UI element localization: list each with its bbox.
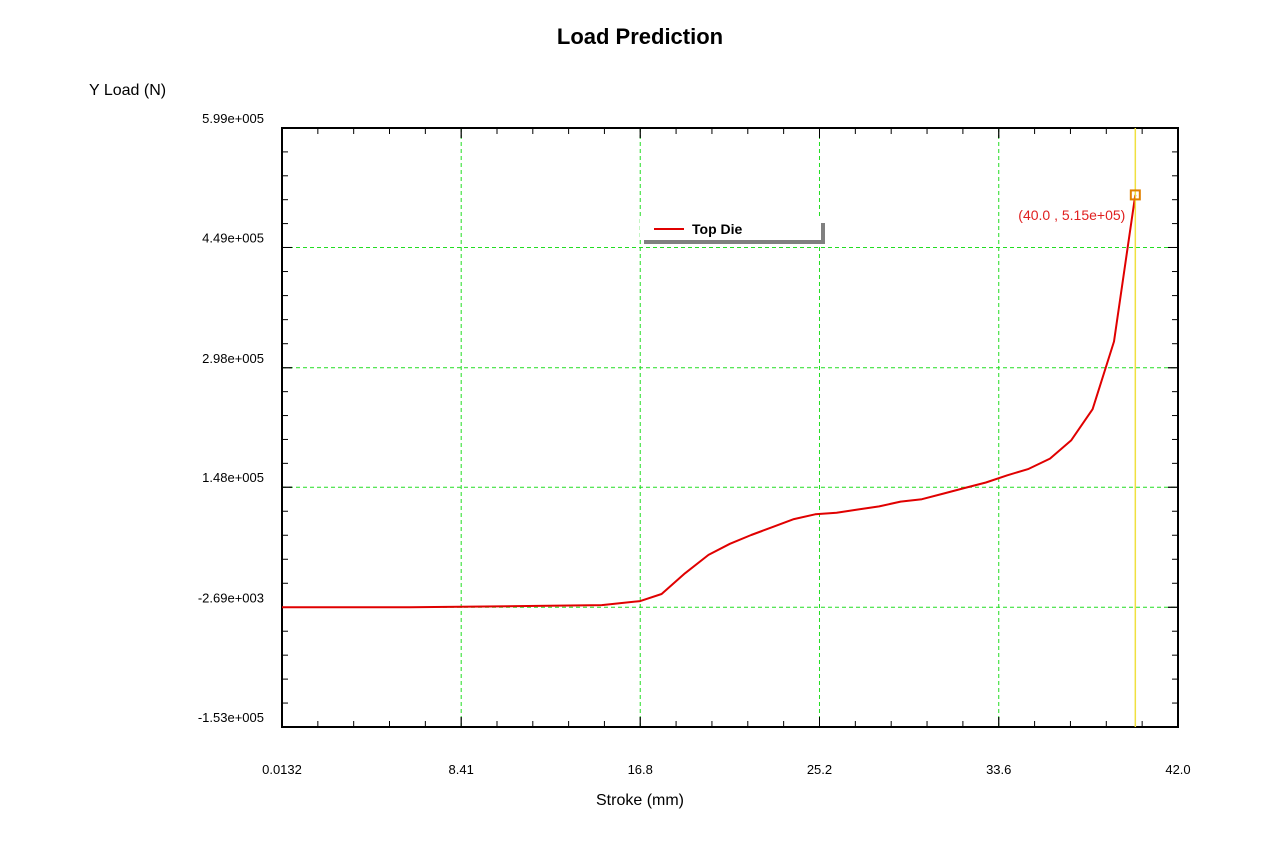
y-tick-label: -1.53e+005: [198, 710, 264, 725]
y-tick-label: -2.69e+003: [198, 590, 264, 605]
y-tick-label: 2.98e+005: [202, 351, 264, 366]
y-axis-label: Y Load (N): [89, 82, 166, 99]
chart-title: Load Prediction: [557, 24, 723, 49]
plot-area-frame: [281, 127, 1179, 728]
x-tick-labels: 0.0132 8.41 16.8 25.2 33.6 42.0: [262, 762, 1191, 777]
y-tick-label: 5.99e+005: [202, 111, 264, 126]
x-tick-label: 16.8: [628, 762, 653, 777]
cursor-marker[interactable]: [1129, 189, 1141, 201]
series-layer: [282, 194, 1137, 609]
y-tick-label: 1.48e+005: [202, 470, 264, 485]
y-tick-labels: 5.99e+005 4.49e+005 2.98e+005 1.48e+005 -2.6…: [198, 111, 264, 725]
cursor-readout: (40.0 , 5.15e+05): [1018, 207, 1125, 223]
series-line-top-die: [282, 194, 1137, 609]
legend-box: [640, 219, 821, 240]
x-tick-label: 33.6: [986, 762, 1011, 777]
legend-label-top-die: Top Die: [692, 221, 743, 237]
x-tick-label: 42.0: [1165, 762, 1190, 777]
x-tick-label: 8.41: [449, 762, 474, 777]
x-axis-label: Stroke (mm): [596, 792, 684, 809]
legend: Top Die: [640, 219, 825, 244]
x-tick-label: 25.2: [807, 762, 832, 777]
y-tick-label: 4.49e+005: [202, 230, 264, 245]
x-tick-label: 0.0132: [262, 762, 302, 777]
